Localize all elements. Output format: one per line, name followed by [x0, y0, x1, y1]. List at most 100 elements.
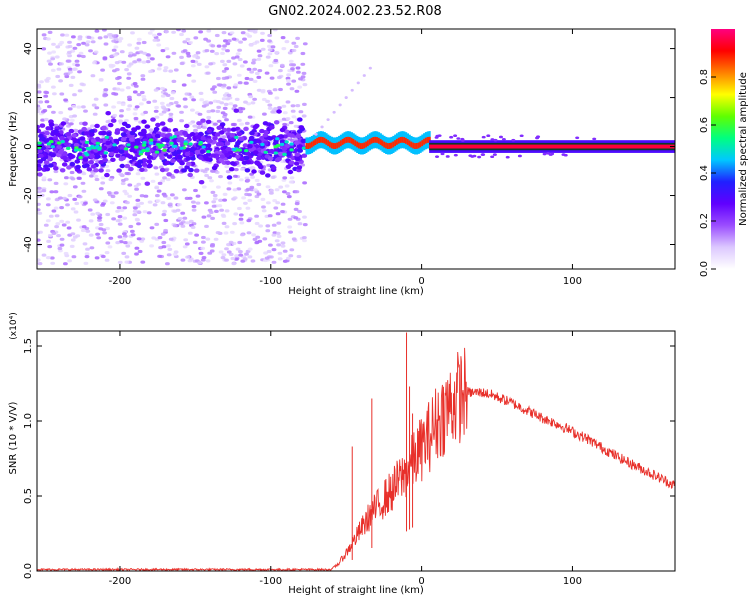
- noise-cell: [288, 121, 294, 125]
- noise-core-cell: [104, 172, 110, 178]
- snr-y-multiplier: (x10⁴): [9, 312, 19, 339]
- noise-cell: [238, 217, 244, 221]
- noise-cell: [161, 110, 167, 114]
- noise-core-cell: [238, 136, 245, 141]
- noise-cell: [134, 252, 139, 256]
- noise-cell: [65, 220, 71, 224]
- noise-cell: [245, 187, 251, 191]
- snr-y-tick-label: 0.0: [23, 563, 34, 579]
- noise-cell: [267, 214, 273, 218]
- noise-peak-cell: [273, 151, 278, 155]
- noise-cell: [269, 191, 274, 195]
- noise-core-cell: [219, 154, 226, 159]
- colorbar-label: Normalized spectral amplitude: [738, 72, 749, 226]
- noise-cell: [281, 47, 287, 51]
- noise-core-cell: [68, 128, 75, 134]
- noise-cell: [83, 261, 89, 265]
- noise-cell: [51, 231, 57, 235]
- noise-cell: [198, 251, 204, 255]
- noise-cell: [95, 232, 100, 236]
- signal-side-cell: [517, 154, 522, 158]
- noise-cell: [210, 109, 216, 113]
- noise-core-cell: [94, 136, 101, 142]
- noise-core-cell: [79, 136, 86, 141]
- transition-cell: [392, 141, 395, 148]
- signal-side-cell: [546, 151, 551, 155]
- noise-core-cell: [297, 144, 303, 149]
- noise-cell: [130, 229, 135, 233]
- transition-streak: [368, 66, 372, 70]
- noise-cell: [136, 93, 142, 97]
- signal-side-cell: [542, 152, 547, 156]
- noise-cell: [285, 117, 291, 121]
- noise-core-cell: [151, 152, 158, 157]
- noise-cell: [94, 29, 100, 33]
- transition-cell: [396, 138, 399, 145]
- noise-core-cell: [37, 166, 42, 172]
- noise-cell: [93, 97, 99, 101]
- noise-core-cell: [136, 163, 143, 169]
- noise-cell: [71, 255, 77, 259]
- noise-cell: [187, 122, 193, 126]
- snr-ticks: -200 -100 0 100 0.0 0.5 1.0 1.5: [23, 331, 675, 587]
- spectrogram-y-axis-label: Frequency (Hz): [8, 111, 19, 187]
- noise-cell: [59, 219, 65, 223]
- noise-cell: [40, 118, 45, 122]
- noise-cell: [67, 67, 73, 71]
- noise-cell: [181, 29, 187, 33]
- noise-cell: [124, 68, 129, 72]
- noise-cell: [120, 102, 126, 107]
- noise-cell: [232, 188, 238, 192]
- noise-peak-cell: [112, 143, 117, 147]
- spectrogram-y-tick-label: -20: [23, 187, 34, 203]
- noise-cell: [173, 196, 179, 200]
- noise-core-cell: [226, 175, 233, 180]
- noise-cell: [196, 62, 202, 66]
- transition-cell: [377, 137, 381, 144]
- transition-cell: [379, 139, 382, 145]
- noise-cell: [72, 114, 77, 118]
- noise-cell: [65, 203, 70, 207]
- noise-cell: [224, 209, 230, 213]
- noise-cell: [267, 44, 272, 49]
- noise-cell: [122, 216, 128, 220]
- noise-cell: [159, 101, 165, 105]
- noise-cell: [290, 109, 296, 113]
- noise-core-cell: [60, 121, 67, 126]
- noise-cell: [295, 36, 300, 41]
- noise-cell: [116, 206, 122, 210]
- noise-cell: [153, 166, 159, 170]
- noise-core-cell: [170, 158, 176, 163]
- noise-cell: [251, 233, 256, 237]
- noise-core-cell: [59, 168, 66, 173]
- noise-cell: [273, 58, 279, 63]
- noise-cell: [302, 181, 307, 185]
- noise-core-cell: [245, 151, 251, 156]
- noise-core-cell: [186, 161, 192, 167]
- noise-cell: [244, 81, 249, 85]
- noise-core-cell: [296, 165, 303, 170]
- noise-cell: [221, 76, 227, 80]
- noise-cell: [252, 237, 258, 241]
- noise-cell: [224, 247, 229, 251]
- noise-cell: [295, 66, 301, 70]
- noise-cell: [122, 234, 128, 238]
- noise-cell: [214, 52, 220, 56]
- noise-cell: [224, 118, 229, 122]
- noise-cell: [253, 188, 258, 192]
- noise-core-cell: [225, 127, 232, 132]
- noise-cell: [236, 73, 242, 77]
- noise-cell: [148, 128, 154, 132]
- noise-core-cell: [146, 155, 153, 160]
- transition-cell: [323, 137, 326, 144]
- snr-x-tick-label: 0: [418, 576, 424, 587]
- noise-cell: [58, 79, 63, 83]
- noise-peak-cell: [95, 141, 101, 145]
- noise-core-cell: [84, 163, 90, 168]
- noise-cell: [143, 110, 149, 114]
- signal-side-cell: [592, 137, 597, 141]
- noise-cell: [191, 208, 197, 212]
- noise-cell: [37, 109, 41, 114]
- noise-cell: [256, 57, 262, 62]
- noise-cell: [287, 225, 292, 229]
